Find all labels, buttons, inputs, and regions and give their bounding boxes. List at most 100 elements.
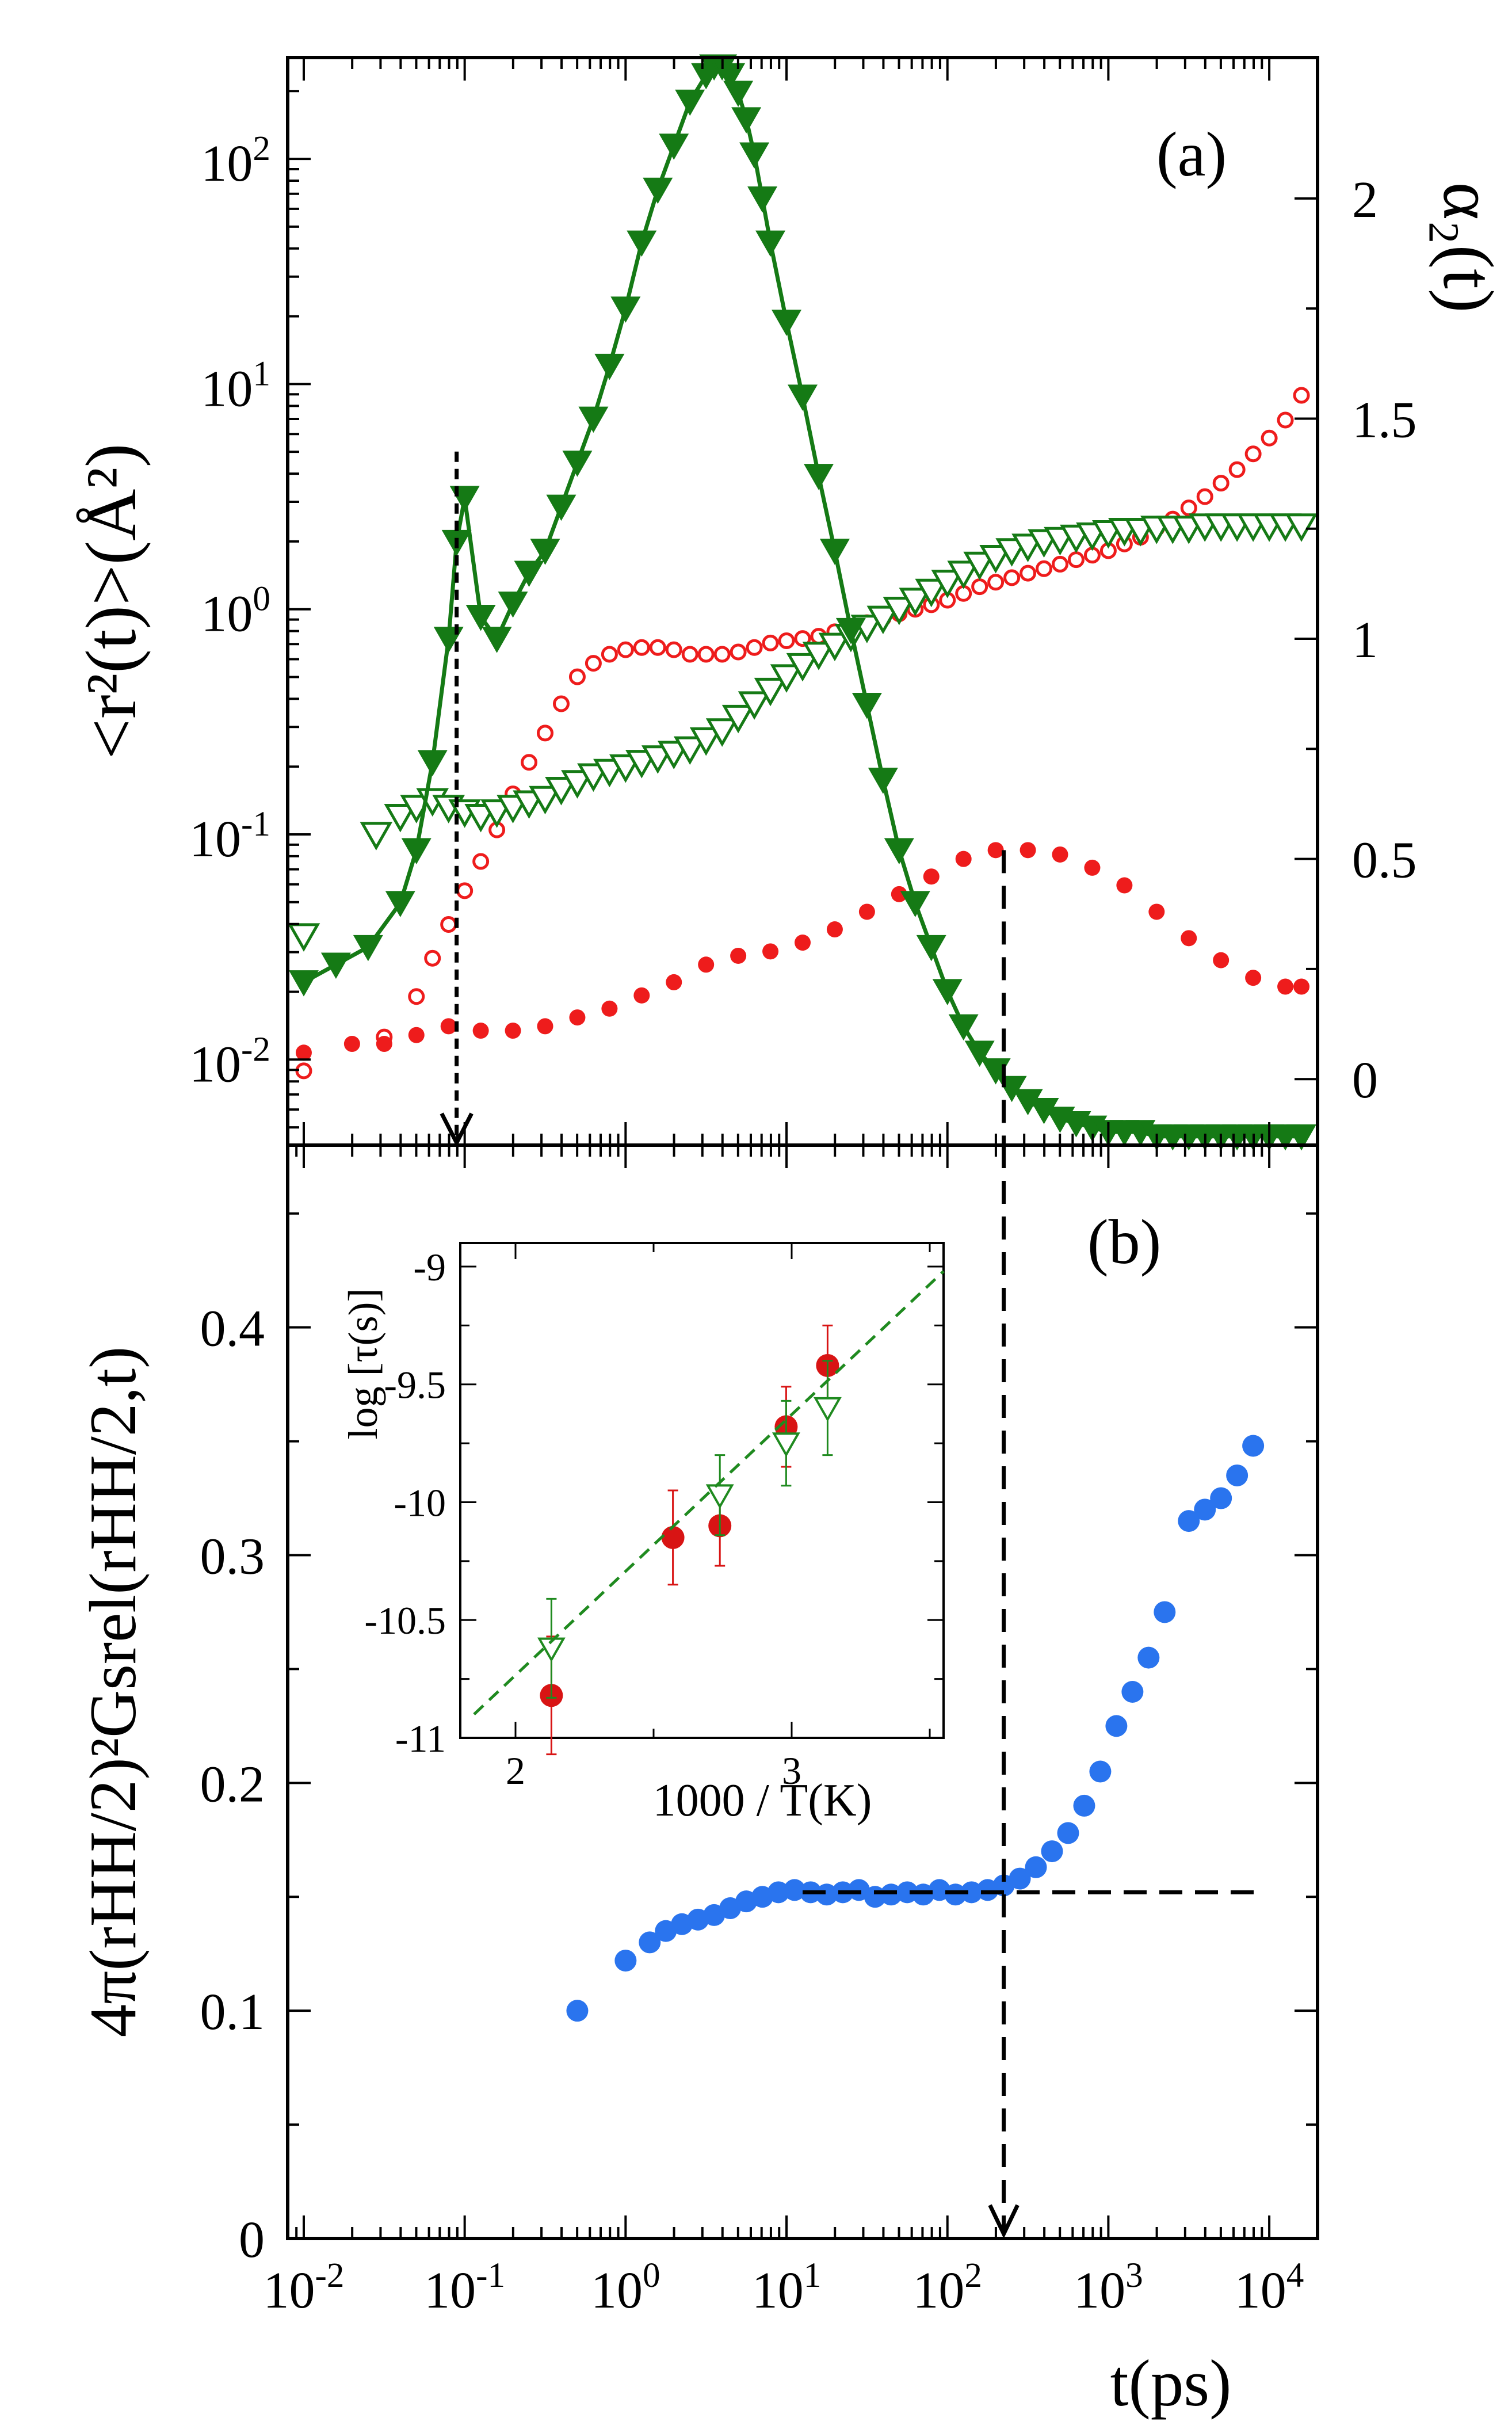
panel-b-y-tick-labels: 0 0.1 0.2 0.3 0.4	[200, 1301, 265, 2268]
data-point	[1020, 842, 1036, 858]
data-point	[662, 1526, 685, 1549]
data-point	[458, 884, 472, 898]
y-tick-label: 0.3	[200, 1528, 265, 1585]
panel-b-label: (b)	[1087, 1207, 1161, 1277]
data-point	[989, 575, 1003, 589]
data-point	[763, 636, 777, 650]
data-point	[296, 1044, 312, 1061]
data-point	[610, 296, 640, 323]
data-point	[1057, 1822, 1079, 1844]
inset-y-tick-label: -9.5	[384, 1363, 446, 1407]
data-point	[1069, 553, 1083, 567]
panel-b-x-tick-labels: 10-2 10-1 100 101 102 103 104	[263, 2256, 1304, 2319]
data-point	[514, 560, 544, 587]
inset-y-tick-label: -10	[394, 1481, 446, 1524]
data-point	[473, 1023, 489, 1039]
data-point	[788, 384, 818, 411]
data-point	[418, 750, 448, 776]
data-point	[723, 81, 753, 107]
data-point	[633, 987, 650, 1004]
data-point	[1295, 388, 1308, 402]
data-point	[1293, 979, 1309, 995]
data-point	[1214, 476, 1228, 490]
panel-a-ylabel-right: α₂(t)	[1428, 182, 1507, 312]
data-point	[820, 539, 850, 565]
data-point	[795, 935, 811, 951]
data-point	[569, 1009, 585, 1025]
data-point	[698, 956, 714, 973]
data-point	[1121, 1681, 1143, 1703]
data-point	[1041, 1840, 1063, 1862]
data-point	[715, 647, 729, 661]
data-point	[362, 823, 390, 848]
data-point	[683, 647, 697, 661]
data-point	[731, 107, 761, 134]
data-point	[666, 974, 682, 990]
data-point	[884, 838, 914, 865]
data-point	[1021, 566, 1035, 580]
data-point	[1262, 431, 1276, 445]
data-point	[601, 1001, 617, 1017]
series-a-2	[290, 515, 1315, 949]
inset-y-tick-label: -10.5	[364, 1599, 446, 1642]
data-point	[522, 756, 536, 769]
data-point	[353, 935, 383, 962]
panel-a: 10-210-1100101102 00.511.52 (a) <r²(t)>(…	[72, 55, 1507, 1151]
data-point	[562, 451, 592, 477]
y-tick-label-right: 1.5	[1352, 391, 1417, 448]
data-point	[586, 657, 600, 670]
x-tick-label: 100	[591, 2256, 660, 2319]
series-a-3	[289, 55, 1316, 1151]
x-tick-label: 103	[1074, 2256, 1143, 2319]
data-point	[780, 634, 793, 647]
inset-frame	[460, 1243, 944, 1738]
data-point	[933, 979, 963, 1005]
data-point	[1245, 970, 1261, 986]
data-point	[1213, 952, 1229, 968]
data-point	[755, 231, 785, 257]
data-point	[772, 310, 801, 336]
data-point	[1210, 1488, 1232, 1509]
data-point	[570, 670, 584, 684]
panel-a-right-tick-labels: 0 0.5 1 1.5 2	[1352, 171, 1417, 1109]
data-point	[578, 407, 608, 433]
data-point	[539, 726, 552, 740]
data-point	[410, 990, 423, 1004]
x-tick-label: 10-1	[424, 2256, 505, 2319]
data-point	[731, 645, 745, 659]
data-point	[1182, 501, 1196, 515]
data-point	[949, 1015, 979, 1041]
data-point	[852, 693, 882, 719]
data-point	[739, 143, 769, 169]
data-point	[627, 231, 656, 257]
panel-a-ylabel-left: <r²(t)>(Å²)	[72, 443, 151, 759]
data-point	[956, 851, 972, 867]
data-point	[1116, 878, 1132, 894]
data-point	[747, 640, 761, 654]
data-point	[667, 643, 681, 657]
data-point	[1181, 930, 1197, 946]
data-point	[546, 495, 576, 521]
inset-plot: -9-9.5-10-10.5-11 23 log [τ(s)] 1000 / T…	[340, 1243, 944, 1826]
y-tick-label: 0	[239, 2211, 265, 2268]
data-point	[859, 903, 875, 920]
data-point	[804, 464, 834, 490]
panel-a-label: (a)	[1156, 119, 1227, 189]
data-point	[1226, 1465, 1248, 1486]
data-point	[1005, 571, 1019, 585]
data-point	[1084, 860, 1100, 876]
inset-y-tick-label: -11	[395, 1717, 446, 1760]
data-point	[408, 1027, 425, 1043]
data-point	[699, 647, 713, 661]
data-point	[402, 838, 432, 865]
figure-canvas: 10-210-1100101102 00.511.52 (a) <r²(t)>(…	[0, 0, 1512, 2433]
data-point	[450, 486, 480, 512]
inset-ylabel: log [τ(s)]	[340, 1288, 386, 1440]
data-point	[1053, 557, 1067, 571]
data-point	[643, 178, 673, 204]
y-tick-label-left: 101	[201, 354, 270, 417]
data-point	[1105, 1715, 1127, 1737]
data-point	[1073, 1795, 1095, 1817]
y-tick-label-left: 100	[201, 579, 270, 643]
data-point	[1089, 1761, 1111, 1783]
